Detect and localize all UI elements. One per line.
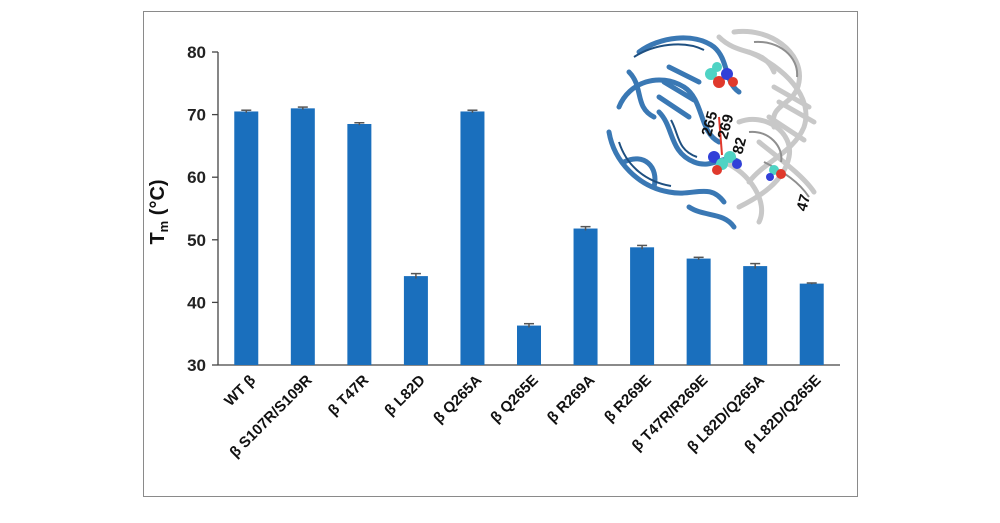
residue-label-269: 269 xyxy=(714,112,737,141)
y-tick-label: 80 xyxy=(187,43,206,62)
bar xyxy=(573,228,598,365)
residue-atoms xyxy=(705,62,786,181)
x-category-label: β L82D xyxy=(381,372,428,419)
bar xyxy=(743,266,768,365)
protein-structure-inset: 265 269 82 47 xyxy=(606,28,817,230)
y-axis-title-unit: (°C) xyxy=(147,179,169,220)
y-axis: 30 40 50 60 70 80 xyxy=(187,43,840,375)
y-tick-label: 40 xyxy=(187,293,206,312)
residue-label-265: 265 xyxy=(698,109,721,138)
chain-b-ribbon xyxy=(716,28,817,225)
bar-chart: 30 40 50 60 70 80 WT ββ S107R/S109R β T47R β L8… xyxy=(147,28,840,461)
x-category-label: β Q265E xyxy=(487,372,541,426)
residue-label-47: 47 xyxy=(793,193,814,214)
bar xyxy=(234,111,259,365)
x-category-label: β Q265A xyxy=(430,372,485,427)
bar xyxy=(630,247,655,365)
bar xyxy=(403,276,428,365)
y-tick-label: 50 xyxy=(187,231,206,250)
x-category-label: β R269E xyxy=(601,372,655,426)
bar xyxy=(460,111,485,365)
chain-a-shading xyxy=(618,43,705,187)
x-category-label: β T47R xyxy=(325,372,372,419)
bar xyxy=(290,108,315,365)
x-axis-labels: WT ββ S107R/S109R β T47R β L82D β Q265A β Q2… xyxy=(221,372,824,461)
y-tick-label: 70 xyxy=(187,106,206,125)
y-axis-title: Tm (°C) xyxy=(147,179,171,244)
y-axis-title-sub: m xyxy=(156,221,171,233)
residue-label-82: 82 xyxy=(729,136,750,157)
residue-pointer xyxy=(718,116,723,156)
bar xyxy=(799,283,824,365)
bars xyxy=(234,106,824,366)
bar xyxy=(347,123,372,366)
x-category-label: WT β xyxy=(221,372,259,410)
bar xyxy=(686,258,711,365)
y-tick-label: 30 xyxy=(187,356,206,375)
bar xyxy=(517,325,541,365)
x-category-label: β R269A xyxy=(544,372,599,427)
y-tick-label: 60 xyxy=(187,168,206,187)
chain-b-shading xyxy=(748,40,810,198)
y-axis-title-main: T xyxy=(147,232,169,244)
